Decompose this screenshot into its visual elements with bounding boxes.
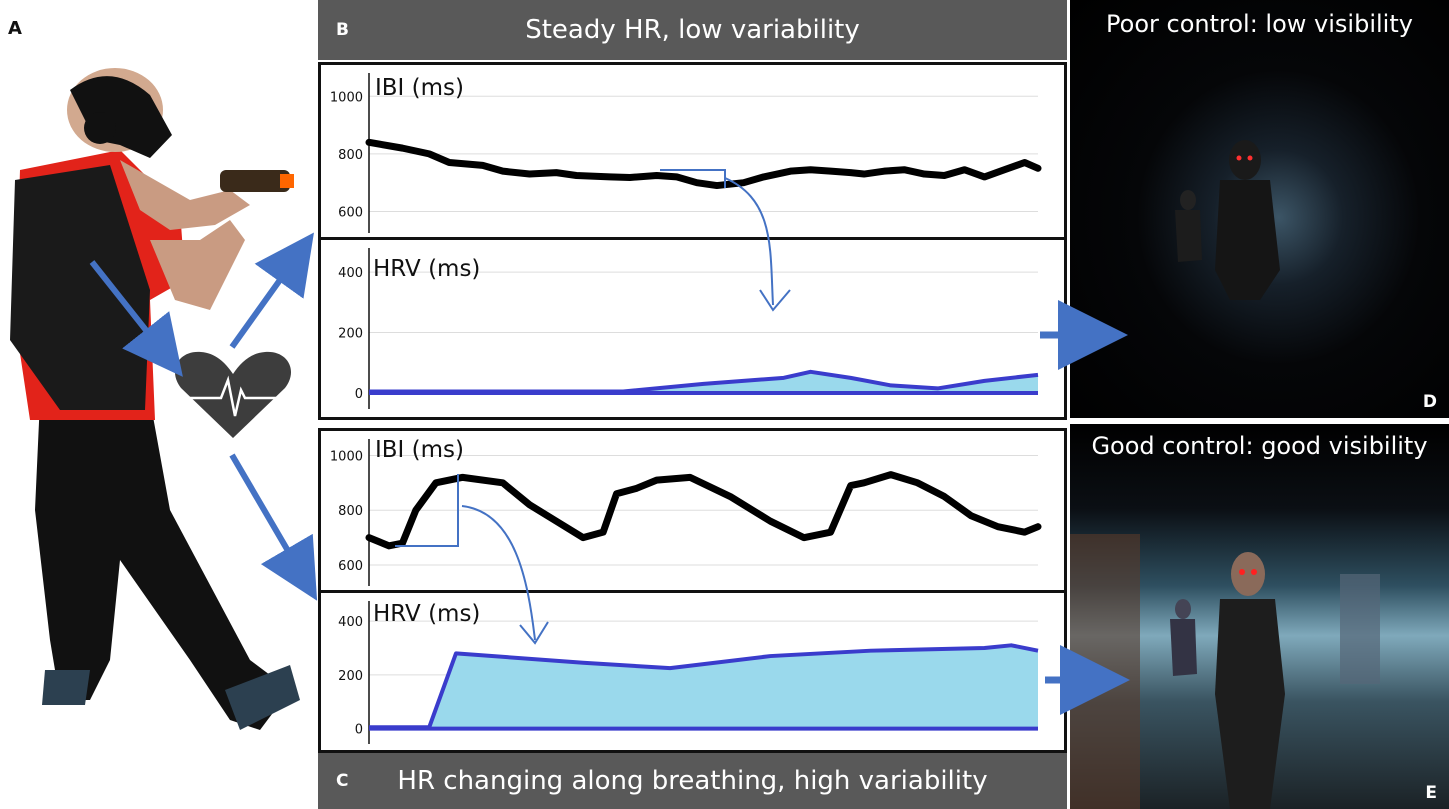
panel-label-e: E bbox=[1425, 783, 1437, 803]
b-ibi-plot: 600 800 1000 IBI (ms) bbox=[318, 62, 1067, 240]
top-banner: B Steady HR, low variability bbox=[318, 0, 1067, 60]
b-hrv-plot: 0 200 400 HRV (ms) bbox=[318, 237, 1067, 420]
panel-label-d: D bbox=[1422, 392, 1437, 412]
scene-d-title: Poor control: low visibility bbox=[1106, 10, 1413, 38]
zombie-figure-lit bbox=[1070, 534, 1380, 809]
panel-label-a: A bbox=[8, 18, 22, 39]
c-ibi-title: IBI (ms) bbox=[375, 437, 464, 463]
scene-e-good-visibility: Good control: good visibility E bbox=[1070, 424, 1449, 809]
c-hrv-tick-label: 0 bbox=[355, 723, 363, 738]
bottom-banner: C HR changing along breathing, high vari… bbox=[318, 752, 1067, 809]
zombie-figure-dim bbox=[1175, 140, 1280, 300]
top-banner-text: Steady HR, low variability bbox=[525, 15, 860, 45]
b-ibi-title: IBI (ms) bbox=[375, 75, 464, 101]
b-ibi-tick-label: 600 bbox=[338, 205, 363, 220]
panel-label-b: B bbox=[336, 20, 349, 40]
c-hrv-tick-label: 200 bbox=[338, 669, 363, 684]
b-ibi-tick-label: 800 bbox=[338, 148, 363, 163]
c-hrv-plot: 0 200 400 HRV (ms) bbox=[318, 590, 1067, 753]
b-hrv-svg: 0 200 400 HRV (ms) bbox=[338, 248, 1039, 409]
bottom-banner-text: HR changing along breathing, high variab… bbox=[397, 765, 988, 796]
c-ibi-svg: 600 800 1000 IBI (ms) bbox=[330, 437, 1042, 586]
b-ibi-series-line bbox=[365, 138, 1042, 190]
c-ibi-plot: 600 800 1000 IBI (ms) bbox=[318, 428, 1067, 593]
c-hrv-series-line bbox=[369, 643, 1039, 730]
b-hrv-tick-label: 200 bbox=[338, 327, 363, 342]
b-hrv-tick-label: 0 bbox=[355, 387, 363, 402]
b-hrv-series-line bbox=[369, 369, 1039, 394]
c-ibi-tick-label: 1000 bbox=[330, 449, 363, 464]
b-hrv-title: HRV (ms) bbox=[373, 256, 480, 282]
c-ibi-tick-label: 600 bbox=[338, 559, 363, 574]
b-hrv-area-fill bbox=[369, 371, 1038, 393]
c-hrv-tick-label: 400 bbox=[338, 615, 363, 630]
c-ibi-tick-label: 800 bbox=[338, 504, 363, 519]
c-hrv-svg: 0 200 400 HRV (ms) bbox=[338, 601, 1039, 744]
scene-d-low-visibility: Poor control: low visibility D bbox=[1070, 0, 1449, 418]
panel-label-c: C bbox=[336, 770, 349, 791]
scene-e-title: Good control: good visibility bbox=[1091, 432, 1428, 460]
heart-pulse-icon bbox=[174, 351, 292, 438]
b-hrv-tick-label: 400 bbox=[338, 266, 363, 281]
b-ibi-tick-label: 1000 bbox=[330, 90, 363, 105]
b-ibi-svg: 600 800 1000 IBI (ms) bbox=[330, 73, 1042, 233]
c-hrv-area-fill bbox=[369, 645, 1038, 729]
c-hrv-title: HRV (ms) bbox=[373, 601, 480, 627]
